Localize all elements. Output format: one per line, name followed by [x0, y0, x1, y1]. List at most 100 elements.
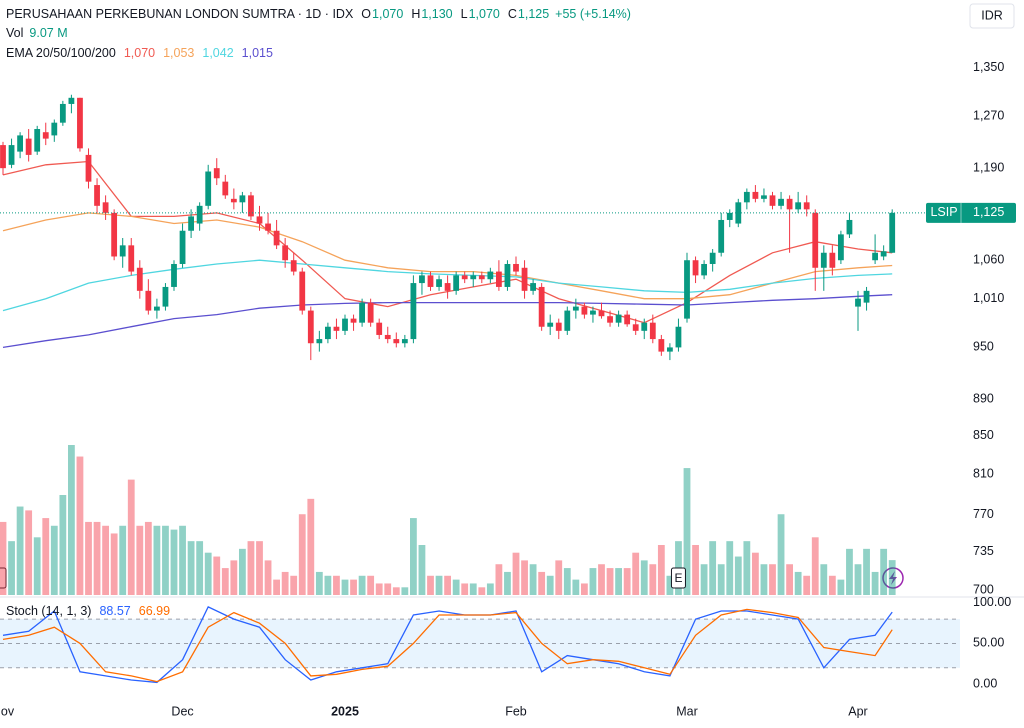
volume-bar — [794, 571, 802, 595]
candle-body — [855, 298, 861, 307]
volume-bar — [837, 579, 845, 595]
candle-body — [393, 339, 400, 344]
volume-bar — [572, 579, 580, 595]
y-tick-label: 950 — [973, 340, 994, 354]
last-price: 1,125 — [973, 205, 1004, 219]
x-tick-label: Apr — [848, 704, 867, 718]
volume-bar — [102, 525, 109, 595]
candle-body — [820, 252, 827, 268]
header-item: L — [461, 7, 468, 21]
volume-bar — [110, 533, 118, 595]
ema-line — [2, 294, 893, 349]
candle-body — [111, 212, 118, 257]
currency: IDR — [981, 8, 1003, 22]
x-tick-label: Dec — [171, 704, 193, 718]
alert-bolt — [889, 571, 897, 585]
x-tick-label: 2025 — [331, 704, 359, 718]
volume-bar — [854, 564, 862, 595]
candle-body — [384, 334, 391, 340]
volume-bar — [666, 575, 674, 595]
event-marker[interactable] — [0, 567, 7, 589]
candle-body — [282, 245, 289, 261]
header-item: +55 (+5.14%) — [555, 7, 631, 21]
candle-body — [496, 271, 502, 287]
candle-body — [786, 198, 793, 210]
volume-bar — [204, 552, 212, 595]
volume-bar — [119, 525, 127, 595]
volume-bar — [700, 564, 708, 595]
y-tick-label: 810 — [973, 467, 994, 481]
candle-body — [119, 245, 126, 257]
candle-body — [77, 97, 83, 149]
volume-bar — [640, 560, 648, 595]
y-tick-label: 0.00 — [973, 676, 997, 690]
candle-body — [179, 230, 186, 264]
volume-bar — [8, 541, 15, 595]
candle-body — [410, 283, 417, 340]
candle-body — [188, 216, 194, 231]
price-label-box — [926, 202, 1016, 223]
volume-bar — [461, 583, 469, 595]
candle-body — [846, 219, 853, 235]
volume-bar — [649, 564, 657, 595]
header-item: C — [508, 7, 517, 21]
volume-bar — [187, 541, 195, 595]
candle-body — [51, 122, 58, 136]
candle-body — [838, 234, 844, 261]
volume-bar — [811, 537, 819, 595]
candle-body — [17, 135, 23, 152]
candle-body — [248, 195, 254, 217]
candle-body — [230, 198, 237, 203]
volume-bar — [256, 541, 263, 595]
volume-bar — [563, 568, 571, 595]
volume-bar — [521, 560, 528, 595]
volume-bar — [350, 579, 357, 595]
volume-bar — [726, 541, 734, 595]
currency-box[interactable] — [969, 3, 1015, 29]
volume-bar — [615, 568, 622, 595]
candle-body — [453, 275, 460, 291]
header: PERUSAHAAN PERKEBUNAN LONDON SUMTRA · 1D… — [6, 7, 631, 21]
candle-body — [761, 195, 767, 199]
volume-bar — [16, 506, 24, 595]
header-item: 1,070 — [372, 7, 403, 21]
volume-bar — [410, 518, 417, 595]
candle-body — [504, 263, 511, 287]
volume-bar — [298, 514, 306, 595]
y-tick-label: 770 — [973, 507, 994, 521]
candle-body — [68, 97, 75, 104]
candle-body — [359, 302, 365, 323]
candle-body — [632, 324, 639, 331]
candle-body — [436, 279, 442, 287]
candle-body — [658, 339, 665, 352]
candle-body — [649, 322, 656, 340]
candle-body — [376, 322, 383, 335]
volume-bar — [538, 571, 546, 595]
candle-body — [85, 154, 92, 182]
volume-bar — [247, 541, 255, 595]
volume-bar — [717, 564, 725, 595]
candle-body — [778, 198, 784, 206]
volume-bar — [127, 479, 135, 595]
ema-value: 1,070 — [124, 46, 155, 60]
volume-bar — [743, 541, 751, 595]
volume-bar — [692, 545, 699, 595]
volume-bar — [170, 529, 178, 595]
candle-body — [487, 271, 494, 280]
candle-body — [624, 314, 631, 325]
candle-body — [222, 181, 229, 196]
candle-body — [478, 275, 485, 280]
volume-bar — [546, 575, 554, 595]
x-tick-label: Feb — [505, 704, 527, 718]
volume-bar — [888, 560, 896, 595]
candle-body — [307, 310, 314, 344]
ema-line — [2, 259, 893, 312]
volume-bar — [93, 521, 101, 595]
candle-body — [171, 263, 177, 287]
candle-body — [162, 286, 169, 307]
stoch-legend: Stoch (14, 1, 3) 88.57 66.99 — [6, 604, 170, 618]
candle-body — [8, 145, 15, 165]
event-marker[interactable] — [670, 567, 686, 589]
volume-bar — [760, 564, 768, 595]
y-tick-label: 100.00 — [973, 595, 1011, 609]
